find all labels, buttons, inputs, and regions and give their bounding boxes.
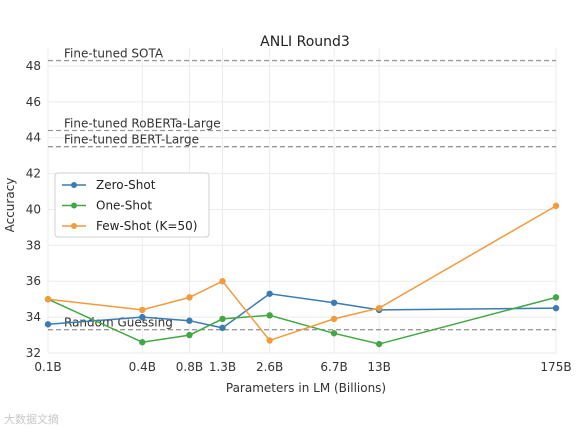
data-point [375, 304, 383, 312]
data-point [375, 340, 383, 348]
data-point [139, 306, 146, 314]
data-point [330, 299, 338, 306]
data-point [139, 339, 146, 346]
y-tick-label: 36 [26, 274, 41, 288]
x-tick-label: 1.3B [209, 360, 236, 374]
data-point [219, 324, 226, 332]
x-axis-label: Parameters in LM (Billions) [226, 381, 386, 395]
x-tick-label: 13B [367, 360, 391, 374]
data-point [266, 290, 273, 297]
legend-box [54, 172, 210, 238]
watermark: 大数据文摘 [4, 413, 59, 426]
legend-label: Zero-Shot [96, 178, 156, 192]
data-point [266, 312, 273, 319]
data-point [552, 294, 560, 301]
series-layer [44, 202, 560, 348]
data-point [219, 315, 226, 323]
legend-swatch-marker [71, 202, 77, 209]
chart-title: ANLI Round3 [260, 34, 350, 50]
x-tick-label: 175B [540, 360, 571, 374]
legend: Zero-Shot One-Shot Few-Shot (K=50) [54, 172, 210, 238]
x-tick-label: 0.4B [129, 360, 156, 374]
legend-label: One-Shot [96, 199, 152, 213]
legend-swatch-marker [71, 182, 77, 188]
y-tick-label: 46 [26, 95, 41, 109]
x-tick-label: 0.1B [34, 360, 61, 374]
x-tick-label: 2.6B [256, 360, 283, 374]
y-tick-label: 32 [26, 346, 41, 360]
y-tick-label: 38 [26, 238, 41, 252]
data-point [266, 337, 273, 344]
y-tick-label: 34 [26, 310, 41, 324]
legend-swatch-marker [71, 223, 77, 229]
data-point [330, 315, 338, 323]
reference-line-label: Fine-tuned RoBERTa-Large [64, 117, 221, 131]
y-tick-label: 42 [26, 167, 41, 181]
data-point [186, 317, 193, 324]
y-tick-label: 40 [26, 202, 41, 216]
legend-label: Few-Shot (K=50) [96, 219, 197, 233]
y-tick-label: 44 [26, 131, 41, 145]
data-point [44, 321, 52, 328]
axes: 32 34 36 38 40 42 44 46 48 0.1B 0.4B 0.8B 1.3B 2.6B 6.… [26, 59, 572, 374]
data-point [186, 294, 193, 301]
data-point [186, 331, 193, 339]
y-axis-label: Accuracy [3, 178, 17, 233]
data-point [139, 313, 146, 321]
x-tick-label: 0.8B [176, 360, 203, 374]
data-point [552, 202, 560, 210]
reference-line-label: Fine-tuned BERT-Large [64, 133, 199, 147]
data-point [219, 278, 226, 285]
series-line [47, 296, 557, 345]
x-tick-label: 6.7B [320, 360, 347, 374]
series-line [47, 205, 557, 342]
y-tick-label: 48 [26, 59, 41, 73]
data-point [330, 330, 338, 337]
data-point [552, 304, 560, 312]
data-point [44, 295, 52, 303]
reference-line-label: Fine-tuned SOTA [64, 47, 164, 61]
reference-lines: Fine-tuned SOTA Fine-tuned RoBERTa-Large F… [48, 47, 556, 331]
